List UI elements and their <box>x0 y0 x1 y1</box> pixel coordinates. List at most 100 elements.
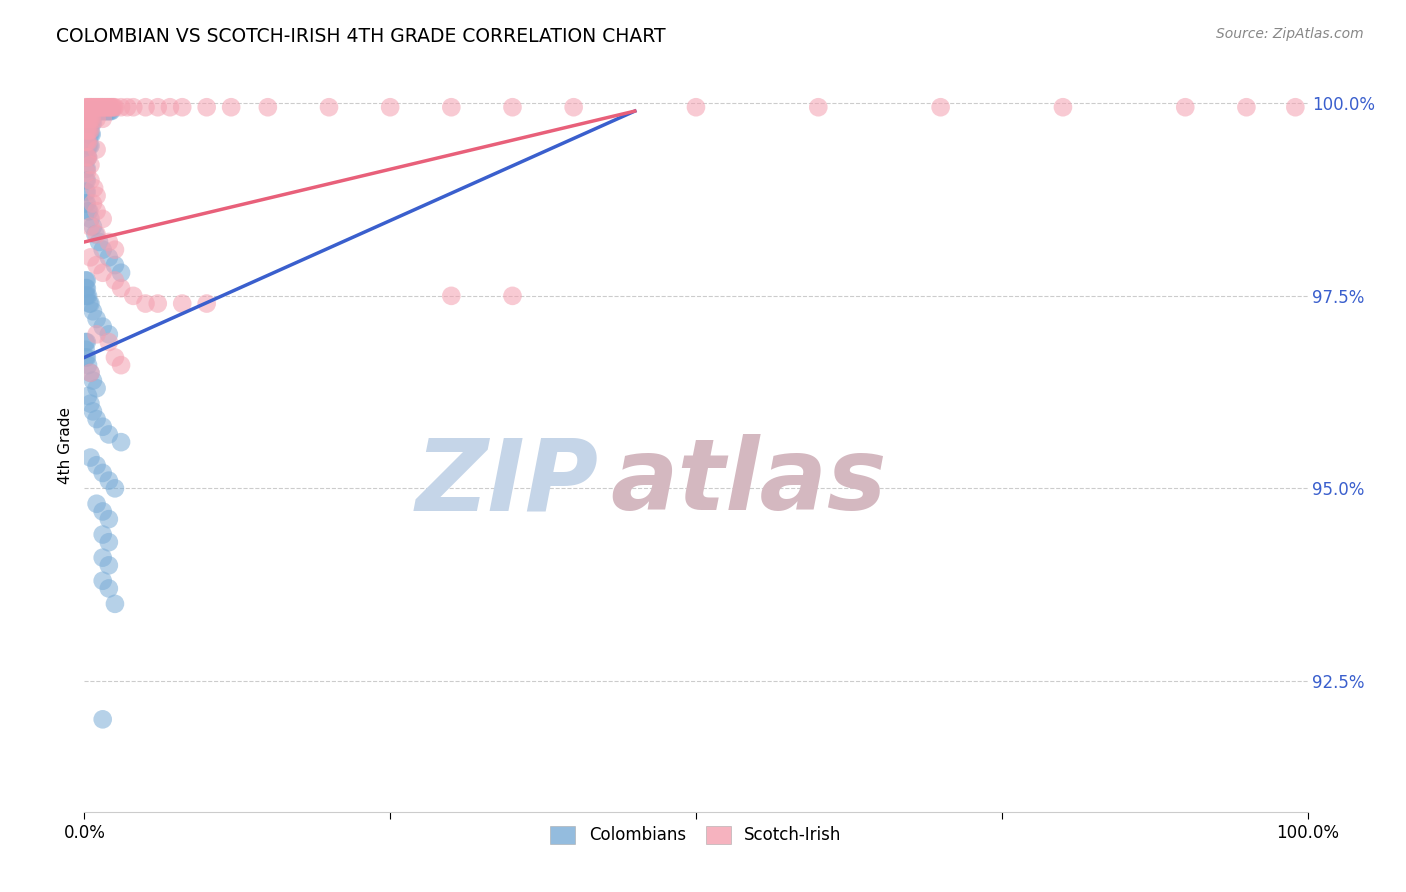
Point <box>93 100 115 114</box>
Point <box>101 100 124 114</box>
Point <box>82 100 104 114</box>
Point <box>90 104 112 119</box>
Point <box>75 100 97 114</box>
Point <box>83 104 105 119</box>
Point <box>82 219 104 234</box>
Point <box>84 104 107 119</box>
Point <box>77 112 100 126</box>
Point <box>96 104 118 119</box>
Point <box>77 115 100 129</box>
Point <box>76 196 98 211</box>
Point <box>97 327 120 342</box>
Point <box>77 150 100 164</box>
Point <box>110 435 132 450</box>
Point <box>86 112 108 126</box>
Point <box>77 123 100 137</box>
Point <box>86 327 108 342</box>
Point <box>75 161 97 176</box>
Point <box>82 196 104 211</box>
Point <box>77 204 100 219</box>
Point <box>103 100 125 114</box>
Point <box>79 115 101 129</box>
Point <box>77 296 100 310</box>
Point <box>91 211 114 226</box>
Point <box>104 100 127 114</box>
Point <box>76 166 98 180</box>
Point <box>77 112 100 126</box>
Point <box>75 343 97 357</box>
Point <box>80 104 103 119</box>
Point <box>79 158 101 172</box>
Y-axis label: 4th Grade: 4th Grade <box>58 408 73 484</box>
Point <box>79 219 101 234</box>
Point <box>87 235 110 249</box>
Point <box>195 100 218 114</box>
Point <box>77 138 100 153</box>
Point <box>77 358 100 372</box>
Point <box>79 123 101 137</box>
Point <box>318 100 340 114</box>
Point <box>86 412 108 426</box>
Point <box>94 100 117 114</box>
Point <box>91 243 114 257</box>
Point <box>79 366 101 380</box>
Point <box>159 100 181 114</box>
Point <box>91 266 114 280</box>
Point <box>91 466 114 480</box>
Point <box>83 100 105 114</box>
Point <box>91 574 114 588</box>
Text: atlas: atlas <box>610 434 887 531</box>
Point <box>110 100 132 114</box>
Point <box>77 104 100 119</box>
Point <box>76 273 98 287</box>
Point <box>79 173 101 187</box>
Point <box>110 266 132 280</box>
Point <box>97 334 120 349</box>
Point <box>75 112 97 126</box>
Point <box>104 351 127 365</box>
Point <box>75 150 97 164</box>
Point <box>79 251 101 265</box>
Point <box>76 123 98 137</box>
Point <box>135 296 157 310</box>
Point <box>115 100 138 114</box>
Point <box>75 173 97 187</box>
Point <box>89 104 111 119</box>
Point <box>929 100 952 114</box>
Point <box>77 204 100 219</box>
Point <box>77 135 100 149</box>
Point <box>97 251 120 265</box>
Point <box>82 404 104 418</box>
Point <box>502 100 524 114</box>
Point <box>79 138 101 153</box>
Point <box>91 550 114 565</box>
Point <box>87 100 110 114</box>
Point <box>77 150 100 164</box>
Point <box>91 419 114 434</box>
Point <box>97 535 120 549</box>
Point <box>219 100 242 114</box>
Point <box>82 115 104 129</box>
Point <box>79 397 101 411</box>
Point <box>96 100 118 114</box>
Point <box>76 104 98 119</box>
Point <box>135 100 157 114</box>
Point <box>77 100 100 114</box>
Point <box>91 100 114 114</box>
Point <box>97 582 120 596</box>
Point <box>76 115 98 129</box>
Point <box>90 100 112 114</box>
Point <box>79 296 101 310</box>
Point <box>75 135 97 149</box>
Point <box>98 100 121 114</box>
Point <box>195 296 218 310</box>
Point <box>89 100 111 114</box>
Point <box>86 143 108 157</box>
Point <box>1174 100 1197 114</box>
Point <box>86 458 108 473</box>
Point <box>82 374 104 388</box>
Point <box>77 100 100 114</box>
Point <box>100 104 122 119</box>
Point <box>100 100 122 114</box>
Point <box>257 100 280 114</box>
